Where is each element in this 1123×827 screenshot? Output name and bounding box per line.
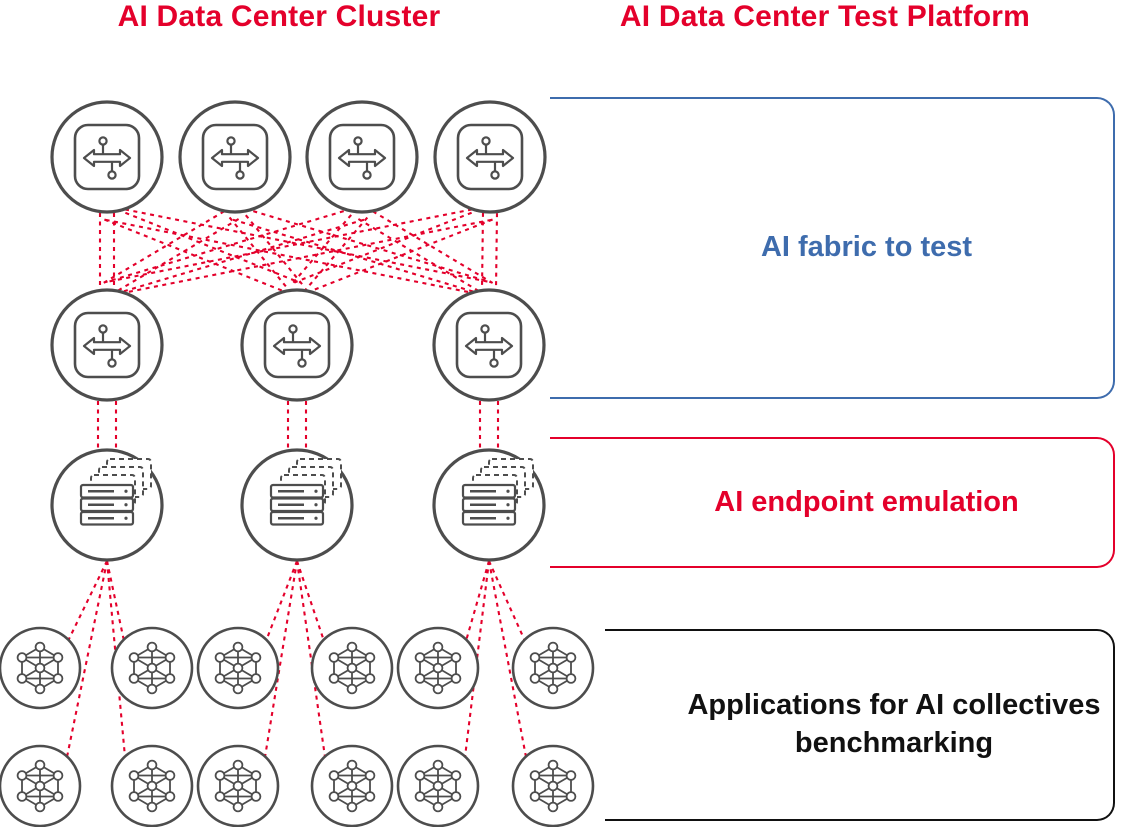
leaf-switch-node-2	[240, 288, 354, 402]
spine-switch-node-4	[433, 100, 547, 214]
red-dashed-link	[488, 560, 526, 642]
red-dashed-link	[299, 218, 493, 297]
ai-app-row2-node-4	[310, 744, 394, 827]
endpoint-panel: AI endpoint emulation	[550, 437, 1115, 568]
cluster-title: AI Data Center Cluster	[117, 0, 441, 33]
emulated-server-node-2	[240, 448, 354, 562]
fabric-panel: AI fabric to test	[550, 97, 1115, 399]
emulated-server-node-3	[432, 448, 546, 562]
ai-app-row1-node-6	[511, 626, 595, 710]
ai-app-row1-node-3	[196, 626, 280, 710]
red-dashed-link	[296, 560, 325, 642]
fabric-panel-label: AI fabric to test	[760, 231, 973, 264]
red-dashed-link	[104, 205, 361, 284]
ai-app-row2-node-3	[196, 744, 280, 827]
red-dashed-link	[105, 560, 126, 642]
ai-app-row2-node-6	[511, 744, 595, 827]
red-dashed-link	[463, 560, 491, 758]
leaf-switch-node-1	[50, 288, 164, 402]
ai-app-row1-node-2	[110, 626, 194, 710]
ai-app-row1-node-1	[0, 626, 82, 710]
red-dashed-link	[294, 205, 488, 284]
red-dashed-link	[105, 205, 489, 284]
connection-links-layer	[65, 205, 528, 758]
red-dashed-link	[108, 205, 491, 284]
red-dashed-link	[108, 218, 365, 297]
red-dashed-link	[108, 218, 492, 297]
apps-panel: Applications for AI collectives benchmar…	[605, 629, 1115, 821]
spine-switch-node-3	[305, 100, 419, 214]
ai-app-row2-node-1	[0, 744, 82, 827]
red-dashed-link	[265, 560, 298, 642]
endpoint-panel-label: AI endpoint emulation	[714, 485, 1019, 518]
ai-app-row2-node-2	[110, 744, 194, 827]
red-dashed-link	[67, 560, 108, 642]
red-dashed-link	[104, 218, 295, 297]
topology-nodes-layer	[0, 100, 595, 827]
red-dashed-link	[295, 560, 327, 758]
emulated-server-node-1	[50, 448, 164, 562]
ai-app-row1-node-5	[396, 626, 480, 710]
spine-switch-node-2	[178, 100, 292, 214]
ai-app-row2-node-5	[396, 744, 480, 827]
leaf-switch-node-3	[432, 288, 546, 402]
red-dashed-link	[236, 205, 492, 284]
red-dashed-link	[494, 213, 499, 290]
spine-switch-node-1	[50, 100, 164, 214]
ai-app-row1-node-4	[310, 626, 394, 710]
red-dashed-link	[109, 205, 300, 284]
red-dashed-link	[263, 560, 299, 758]
red-dashed-link	[480, 212, 485, 289]
apps-panel-label: Applications for AI collectives benchmar…	[687, 689, 1101, 759]
red-dashed-link	[464, 560, 491, 642]
test-platform-title: AI Data Center Test Platform	[619, 0, 1031, 33]
red-dashed-link	[105, 218, 488, 297]
red-dashed-link	[105, 560, 127, 758]
